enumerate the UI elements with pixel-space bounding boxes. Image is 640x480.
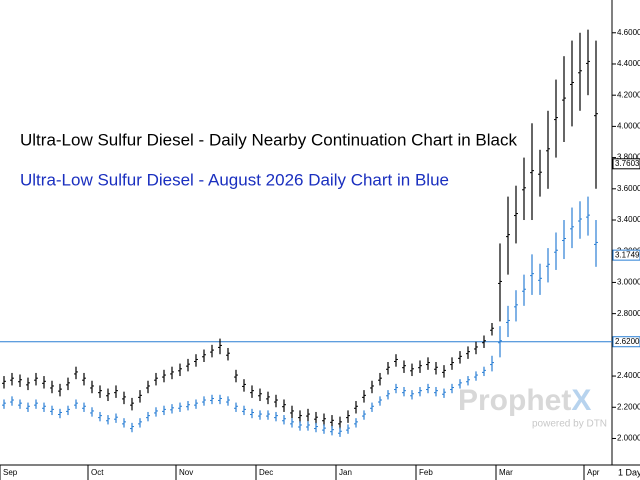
- y-tick-label: 2.4000: [617, 371, 640, 380]
- y-tick-label: 2.8000: [617, 309, 640, 318]
- y-tick-label: 3.4000: [617, 215, 640, 224]
- x-tick-label: Nov: [179, 468, 193, 477]
- watermark-text: X: [571, 384, 591, 417]
- price-box: [612, 158, 640, 170]
- y-tick-label: 4.2000: [617, 90, 640, 99]
- y-tick-label: 3.8000: [617, 153, 640, 162]
- x-tick-label: Oct: [91, 468, 104, 477]
- x-tick-label: Jan: [339, 468, 352, 477]
- price-label: 3.1749: [615, 250, 640, 259]
- legend-entry: Ultra-Low Sulfur Diesel - Daily Nearby C…: [20, 130, 517, 149]
- legend-entry: Ultra-Low Sulfur Diesel - August 2026 Da…: [20, 170, 449, 189]
- price-label: 3.7603: [615, 159, 640, 168]
- y-tick-label: 4.4000: [617, 59, 640, 68]
- x-tick-label: Dec: [259, 468, 273, 477]
- price-label: 2.6200: [615, 337, 640, 346]
- y-tick-label: 3.0000: [617, 278, 640, 287]
- x-tick-label: Mar: [499, 468, 513, 477]
- x-tick-label: Apr: [587, 468, 600, 477]
- y-tick-label: 2.2000: [617, 402, 640, 411]
- y-tick-label: 4.6000: [617, 28, 640, 37]
- watermark-sub: powered by DTN: [532, 419, 607, 430]
- watermark: ProphetX: [458, 384, 591, 417]
- y-tick-label: 3.6000: [617, 184, 640, 193]
- x-tick-label: Feb: [419, 468, 433, 477]
- price-box: [612, 336, 640, 348]
- price-box: [612, 249, 640, 261]
- interval-label: 1 Day: [618, 467, 640, 477]
- watermark-text: Prophet: [458, 384, 571, 417]
- y-tick-label: 2.0000: [617, 434, 640, 443]
- x-tick-label: Sep: [3, 468, 18, 477]
- y-tick-label: 4.0000: [617, 122, 640, 131]
